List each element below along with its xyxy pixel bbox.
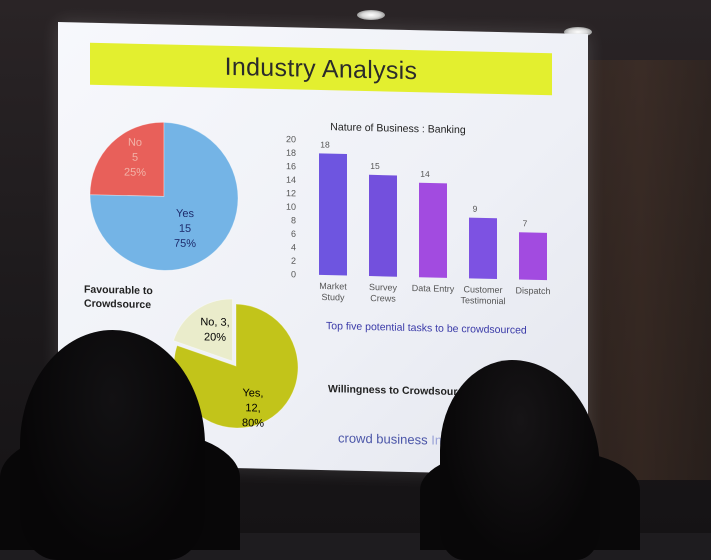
y-tick-label: 12 (286, 188, 296, 198)
x-category-label: Customer (463, 284, 502, 295)
pie1-yes-label: Yes 15 75% (160, 206, 210, 252)
pie1-yes-name: Yes (176, 207, 194, 221)
ceiling-light-icon (357, 10, 385, 20)
pie1-slice-no (89, 122, 165, 197)
ceiling-light-icon (564, 27, 592, 37)
projection-screen: Industry Analysis No 5 25% Yes 15 75% Fa… (58, 22, 588, 477)
bar-data-label: 15 (370, 161, 380, 171)
pie2-yes-label: Yes, 12, 80% (233, 386, 273, 432)
pie2-no-percent: 20% (203, 331, 227, 344)
bar (469, 217, 497, 279)
audience-head-right (440, 360, 600, 560)
bar-data-label: 7 (523, 218, 528, 228)
footer-brand-text: crowd business (338, 430, 432, 448)
audience-head-left (20, 330, 205, 560)
x-category-label: Dispatch (515, 285, 550, 296)
y-tick-label: 2 (291, 256, 296, 266)
pie2-no-name: No, 3, (200, 316, 230, 329)
pie2-yes-value: 12, (245, 402, 261, 415)
title-bar: Industry Analysis (90, 42, 552, 96)
banking-bar-chart: Nature of Business : Banking 0 2 4 6 8 10 12 14 1… (286, 121, 551, 306)
pie2-no-label: No, 3, 20% (190, 315, 240, 346)
y-tick-label: 6 (291, 229, 296, 239)
pie2-yes-percent: 80% (241, 417, 265, 430)
y-tick-label: 4 (291, 242, 296, 252)
pie1-slice-yes (89, 121, 239, 271)
pie1-yes-percent: 75% (173, 237, 197, 251)
bar (419, 182, 447, 278)
bar (369, 174, 397, 277)
bar-data-label: 18 (320, 139, 330, 149)
y-tick-label: 20 (286, 134, 296, 144)
pie1-no-percent: 25% (123, 166, 147, 179)
wall-panel (571, 60, 711, 480)
pie2-slice-no (173, 298, 233, 362)
y-tick-label: 14 (286, 175, 296, 185)
bar-data-label: 9 (473, 204, 478, 214)
bar (319, 153, 347, 276)
y-tick-label: 10 (286, 202, 296, 212)
bar (519, 232, 547, 281)
bar-data-label: 14 (420, 169, 430, 179)
footer-brand: crowd business Ind (338, 430, 449, 448)
pie1-no-value: 5 (131, 151, 139, 164)
x-category-label: Testimonial (460, 295, 505, 306)
pie1-no-label: No 5 25% (110, 135, 160, 181)
x-category-label: Study (321, 292, 345, 303)
bar-chart-caption: Top five potential tasks to be crowdsour… (326, 320, 527, 337)
favourable-pie-chart (89, 121, 239, 271)
y-tick-label: 16 (286, 161, 296, 171)
pie1-yes-value: 15 (178, 222, 192, 236)
pie1-no-name: No (127, 136, 143, 149)
y-tick-label: 8 (291, 215, 296, 225)
x-category-label: Survey (369, 282, 398, 293)
x-category-label: Crews (370, 293, 396, 304)
y-tick-label: 0 (291, 269, 296, 279)
bar-chart-title: Nature of Business : Banking (330, 121, 466, 136)
slide-title: Industry Analysis (224, 52, 418, 85)
x-category-label: Data Entry (412, 283, 455, 294)
pie2-yes-name: Yes, (242, 387, 264, 400)
y-tick-label: 18 (286, 148, 296, 158)
x-category-label: Market (319, 281, 347, 292)
